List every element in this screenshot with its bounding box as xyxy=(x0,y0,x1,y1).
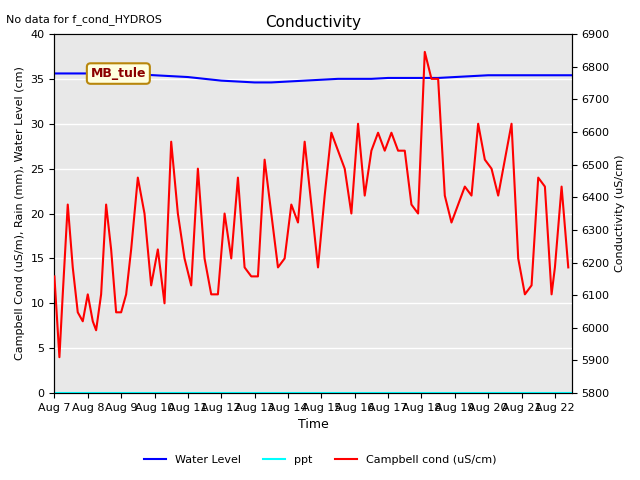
Y-axis label: Campbell Cond (uS/m), Rain (mm), Water Level (cm): Campbell Cond (uS/m), Rain (mm), Water L… xyxy=(15,67,25,360)
Title: Conductivity: Conductivity xyxy=(265,15,361,30)
X-axis label: Time: Time xyxy=(298,419,328,432)
Legend: Water Level, ppt, Campbell cond (uS/cm): Water Level, ppt, Campbell cond (uS/cm) xyxy=(140,451,500,469)
Y-axis label: Conductivity (uS/cm): Conductivity (uS/cm) xyxy=(615,155,625,272)
Text: MB_tule: MB_tule xyxy=(91,67,146,80)
Text: No data for f_cond_HYDROS: No data for f_cond_HYDROS xyxy=(6,14,163,25)
